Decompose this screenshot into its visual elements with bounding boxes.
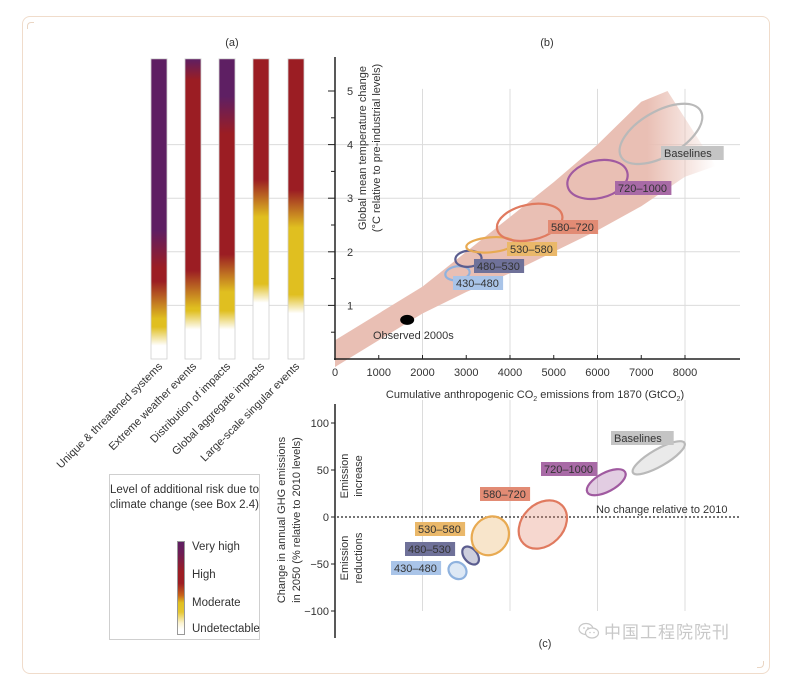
scenario-c-label-bg [405, 542, 456, 556]
scenario-c-label-bg [480, 487, 531, 501]
y-axis-label-c: Change in annual GHG emissions [276, 436, 288, 603]
scenario-b-label-bg [507, 242, 558, 256]
emission-reductions-annotation: Emission [339, 536, 351, 581]
y-tick-label-c: 100 [311, 418, 329, 430]
scenario-b-label-bg [548, 220, 599, 234]
x-tick-label: 8000 [673, 367, 697, 379]
frame-corner-top-left [27, 22, 34, 29]
scenario-b-label: 480–530 [477, 261, 520, 273]
y-tick-label-c: −50 [310, 559, 329, 571]
observed-2000s-label: Observed 2000s [373, 330, 454, 342]
scenario-ellipse-b [454, 249, 483, 268]
x-tick-label: 7000 [629, 367, 653, 379]
y-tick-label: 3 [347, 193, 353, 205]
figure-frame [22, 16, 770, 674]
panel-b: 1 2 3 4 5 0 1000 2000 3000 4000 5000 6000 7000 8000 Cu… [328, 57, 740, 403]
scenario-ellipse-b [495, 202, 564, 243]
legend-level-moderate: Moderate [192, 597, 241, 609]
y-tick-label: 4 [347, 140, 353, 152]
legend-title: Level of additional risk due to climate … [110, 484, 259, 511]
scenario-b-label: 720–1000 [618, 183, 667, 195]
risk-bar [218, 58, 236, 360]
x-tick-label: 1000 [367, 367, 391, 379]
y-tick-label-c: 0 [323, 512, 329, 524]
scenario-c-label: 480–530 [408, 544, 451, 556]
scenario-c-label-bg [415, 522, 466, 536]
scenario-b-label: 530–580 [510, 244, 553, 256]
scenario-b-label: Baselines [664, 148, 712, 160]
scenario-b-label-bg [615, 181, 672, 195]
scenario-ellipse-b [566, 158, 629, 201]
watermark-text: 中国工程院院刊 [604, 623, 730, 643]
emission-increase-annotation: increase [353, 455, 365, 497]
scenario-c-label-bg [541, 462, 598, 476]
legend-color-scale [177, 541, 185, 635]
legend-level-high: High [192, 569, 216, 581]
scenario-c-label-bg [391, 561, 442, 575]
y-tick-label-c: 50 [317, 465, 329, 477]
emission-reductions-annotation: reductions [353, 532, 365, 583]
observed-2000s-marker [400, 314, 415, 325]
panel-b-label: (b) [540, 37, 553, 49]
y-tick-label: 5 [347, 86, 353, 98]
risk-bar [150, 58, 168, 360]
y-tick-label: 2 [347, 247, 353, 259]
scenario-c-label: 430–480 [394, 563, 437, 575]
x-axis-label-b: Cumulative anthropogenic CO2 emissions f… [386, 389, 684, 403]
y-axis-label-c-units: in 2050 (% relative to 2010 levels) [291, 437, 303, 603]
watermark: 中国工程院院刊 [578, 618, 730, 645]
x-tick-label: 6000 [585, 367, 609, 379]
x-tick-label: 3000 [454, 367, 478, 379]
y-tick-label-c: −100 [304, 606, 329, 618]
scenario-b-label-bg [474, 259, 525, 273]
scenario-b-label-bg [453, 276, 504, 290]
scenario-ellipse-c [517, 499, 569, 550]
panel-a-label: (a) [225, 37, 238, 49]
scenario-c-label: 720–1000 [544, 464, 593, 476]
scenario-ellipse-c [470, 515, 511, 557]
scenario-c-label: 580–720 [483, 489, 526, 501]
panel-c: −100 −50 0 50 100 Change in annual GHG emissi… [276, 400, 740, 638]
legend-level-very-high: Very high [192, 541, 240, 553]
scenario-ellipse-c [461, 545, 481, 566]
x-tick-label: 5000 [542, 367, 566, 379]
y-axis-label-b-units: (°C relative to pre-industrial levels) [371, 64, 383, 232]
frame-corner-bottom-right [757, 661, 764, 668]
legend-level-undetectable: Undetectable [192, 623, 260, 635]
x-tick-label: 2000 [410, 367, 434, 379]
scenario-ellipse-c [631, 440, 686, 476]
wechat-icon [578, 622, 600, 645]
scenario-ellipse-c [447, 560, 468, 581]
scenario-c-label: 530–580 [418, 524, 461, 536]
scenario-b-label-bg [661, 146, 724, 160]
scenario-b-label: 430–480 [456, 278, 499, 290]
risk-bar [184, 58, 202, 360]
risk-bar [252, 58, 270, 360]
risk-legend: Level of additional risk due to climate … [109, 474, 260, 640]
y-axis-label-b: Global mean temperature change [357, 66, 369, 230]
reference-line-label: No change relative to 2010 [596, 504, 727, 516]
panel-c-label: (c) [539, 638, 552, 650]
y-tick-label: 1 [347, 300, 353, 312]
scenario-c-label-bg [611, 431, 674, 445]
x-tick-label: 0 [332, 367, 338, 379]
uncertainty-plume [335, 91, 716, 368]
emission-increase-annotation: Emission [339, 454, 351, 499]
scenario-b-label: 580–720 [551, 222, 594, 234]
scenario-ellipse-c [585, 468, 627, 497]
risk-bar [287, 58, 305, 360]
scenario-c-label: Baselines [614, 433, 662, 445]
x-tick-label: 4000 [498, 367, 522, 379]
